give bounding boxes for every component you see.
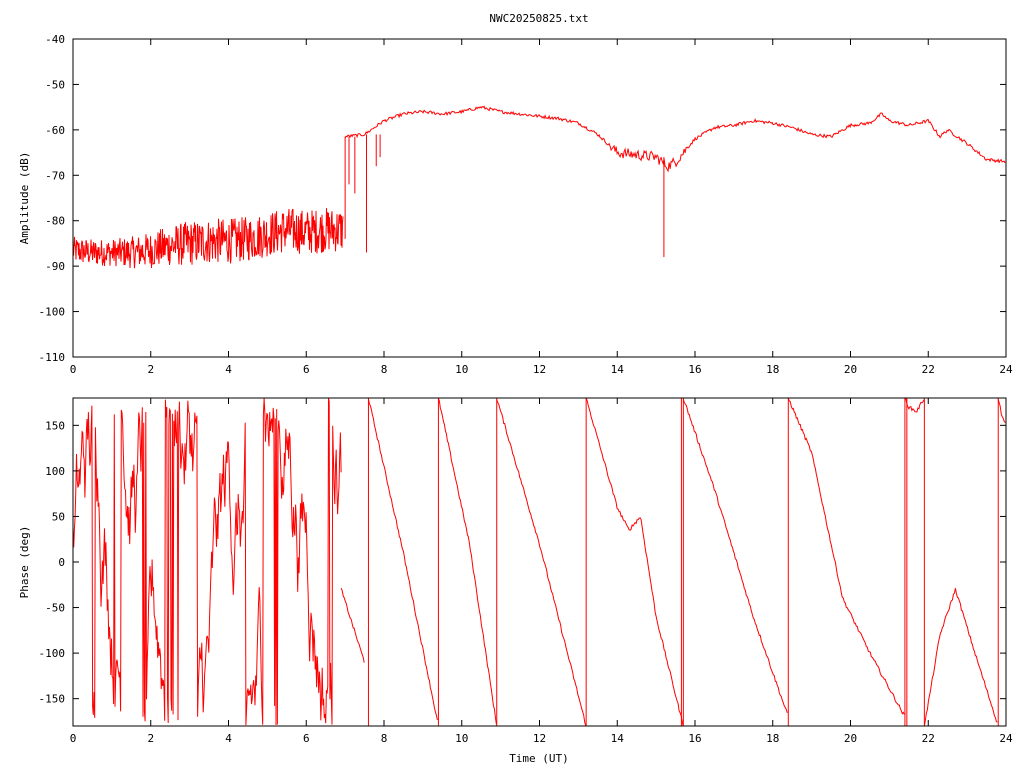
amplitude-xtick-label: 20	[844, 363, 857, 376]
phase-xtick-label: 24	[999, 732, 1013, 745]
phase-ramp-trace	[367, 398, 438, 721]
amplitude-ytick-label: -100	[39, 306, 66, 319]
phase-ramp-trace	[997, 399, 1006, 423]
phase-ytick-label: -50	[45, 602, 65, 615]
amplitude-axes: 0 2 4 6 8 10 12 14 16 18 20 22 24-40-50-60-70-80-90-…	[39, 33, 1013, 376]
time-xlabel: Time (UT)	[509, 752, 569, 765]
phase-ytick-label: 50	[52, 510, 65, 523]
amplitude-trace-group	[72, 105, 1006, 269]
phase-xtick-label: 8	[381, 732, 388, 745]
amplitude-xtick-label: 18	[766, 363, 779, 376]
amplitude-xtick-label: 10	[455, 363, 468, 376]
phase-ytick-label: 0	[58, 556, 65, 569]
amplitude-smooth-trace	[344, 105, 1006, 173]
phase-ramp-trace	[787, 397, 905, 715]
phase-trace-group	[72, 397, 1006, 727]
amplitude-xtick-label: 2	[147, 363, 154, 376]
phase-ylabel: Phase (deg)	[18, 526, 31, 599]
phase-ytick-label: -100	[39, 647, 66, 660]
amplitude-xtick-label: 0	[70, 363, 77, 376]
amplitude-ytick-label: -110	[39, 351, 66, 364]
phase-xtick-label: 18	[766, 732, 779, 745]
phase-ytick-label: 100	[45, 465, 65, 478]
phase-noisy-trace	[72, 398, 342, 726]
phase-xtick-label: 12	[533, 732, 546, 745]
amplitude-xtick-label: 14	[611, 363, 625, 376]
amplitude-ytick-label: -80	[45, 215, 65, 228]
amplitude-xtick-label: 4	[225, 363, 232, 376]
amplitude-ytick-label: -60	[45, 124, 65, 137]
amplitude-xtick-label: 16	[688, 363, 701, 376]
phase-panel: 0 2 4 6 8 10 12 14 16 18 20 22 24150100500-50-100-15…	[18, 397, 1013, 765]
amplitude-xtick-label: 24	[999, 363, 1013, 376]
phase-ramp-trace	[682, 398, 788, 714]
chart-title: NWC20250825.txt	[489, 12, 588, 25]
phase-xtick-label: 0	[70, 732, 77, 745]
phase-axes: 0 2 4 6 8 10 12 14 16 18 20 22 24150100500-50-100-15…	[39, 398, 1013, 745]
phase-xtick-label: 2	[147, 732, 154, 745]
phase-ytick-label: 150	[45, 419, 65, 432]
amplitude-panel: 0 2 4 6 8 10 12 14 16 18 20 22 24-40-50-60-70-80-90-…	[18, 33, 1013, 376]
phase-xtick-label: 22	[922, 732, 935, 745]
amplitude-xtick-label: 6	[303, 363, 310, 376]
phase-ramp-trace	[340, 588, 365, 663]
phase-xtick-label: 16	[688, 732, 701, 745]
phase-ramp-trace	[437, 397, 497, 725]
amplitude-ytick-label: -90	[45, 260, 65, 273]
phase-ramp-trace	[904, 397, 925, 413]
amplitude-xtick-label: 22	[922, 363, 935, 376]
amplitude-ytick-label: -70	[45, 169, 65, 182]
amplitude-ytick-label: -50	[45, 78, 65, 91]
phase-ramp-trace	[496, 399, 587, 726]
phase-xtick-label: 14	[611, 732, 625, 745]
phase-ramp-trace	[923, 588, 998, 727]
amplitude-xtick-label: 12	[533, 363, 546, 376]
amplitude-ytick-label: -40	[45, 33, 65, 46]
phase-ytick-label: -150	[39, 693, 66, 706]
phase-xtick-label: 4	[225, 732, 232, 745]
amplitude-ylabel: Amplitude (dB)	[18, 152, 31, 245]
phase-xtick-label: 6	[303, 732, 310, 745]
amplitude-plot-frame	[72, 38, 1007, 358]
amplitude-xtick-label: 8	[381, 363, 388, 376]
phase-xtick-label: 20	[844, 732, 857, 745]
phase-ramp-trace	[585, 397, 684, 727]
amplitude-noisy-trace	[72, 208, 344, 269]
phase-xtick-label: 10	[455, 732, 468, 745]
